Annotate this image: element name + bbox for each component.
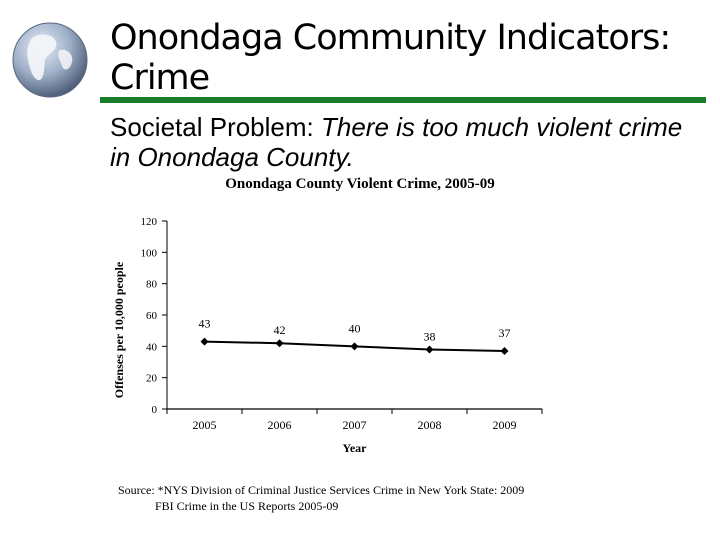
chart-marks: 43 42 40 38 37: [199, 317, 511, 356]
data-point: [350, 342, 359, 351]
y-tick-label: 80: [146, 279, 158, 291]
data-point: [275, 339, 284, 348]
page-title: Onondaga Community Indicators: Crime: [110, 18, 671, 98]
y-tick-label: 100: [141, 247, 158, 259]
title-divider: [100, 97, 706, 103]
data-label: 42: [274, 323, 286, 337]
data-label: 37: [499, 326, 511, 340]
y-tick-label: 40: [146, 341, 158, 353]
y-tick-label: 120: [141, 216, 158, 228]
y-tick-label: 60: [146, 310, 158, 322]
y-tick-label: 0: [152, 404, 158, 416]
x-tick-label: 2007: [343, 418, 367, 432]
subtitle-emphasis: There is too much violent crime in Onond…: [110, 112, 683, 172]
data-label: 38: [424, 329, 436, 343]
subtitle-lead: Societal Problem:: [110, 112, 321, 142]
x-axis-title: Year: [343, 441, 368, 455]
data-point: [500, 347, 509, 356]
globe-icon: [12, 22, 88, 98]
source-line-1: Source: *NYS Division of Criminal Justic…: [118, 483, 525, 497]
y-tick-label: 20: [146, 373, 158, 385]
x-tick-label: 2008: [418, 418, 442, 432]
chart-axes: 0 20 40 60 80 100 120 2005 2006 2007 2008 2009 Year O…: [112, 216, 543, 455]
data-point: [425, 345, 434, 354]
source-note: Source: *NYS Division of Criminal Justic…: [118, 482, 678, 514]
data-point: [200, 337, 209, 346]
y-axis-title: Offenses per 10,000 people: [112, 261, 126, 398]
x-tick-label: 2009: [493, 418, 517, 432]
societal-problem: Societal Problem: There is too much viol…: [110, 112, 700, 172]
data-label: 40: [349, 321, 361, 335]
x-tick-label: 2006: [268, 418, 292, 432]
data-label: 43: [199, 317, 211, 331]
source-line-2: FBI Crime in the US Reports 2005-09: [155, 499, 339, 513]
chart-title: Onondaga County Violent Crime, 2005-09: [225, 176, 495, 192]
x-tick-label: 2005: [193, 418, 217, 432]
